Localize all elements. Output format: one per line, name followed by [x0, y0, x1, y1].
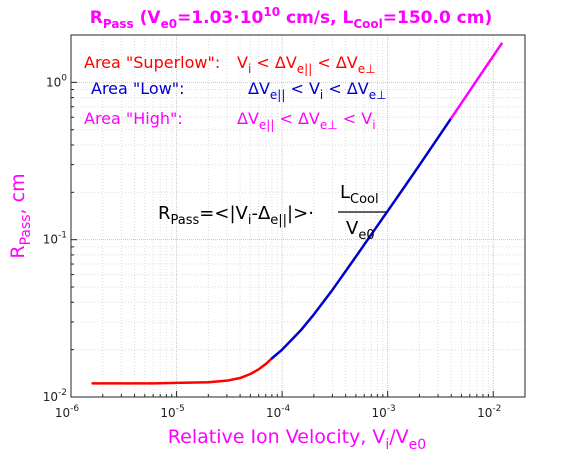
legend-superlow-label: Area "Superlow":	[84, 53, 220, 72]
x-tick-label: 10-2	[477, 404, 501, 420]
legend-low-label: Area "Low":	[91, 79, 185, 98]
x-tick-label: 10-3	[372, 404, 396, 420]
x-tick-label: 10-5	[160, 404, 184, 420]
x-tick-labels: 10-6 10-5 10-4 10-3 10-2	[55, 404, 501, 420]
x-tick-label: 10-4	[266, 404, 291, 420]
y-tick-labels: 10-2 10-1 100	[43, 73, 68, 404]
legend-high-condition: ΔVe|| < ΔVe⊥ < Vi	[237, 109, 376, 132]
y-tick-label: 100	[46, 73, 67, 89]
series-line-superlow	[91, 357, 274, 385]
plot-frame	[70, 34, 526, 398]
legend-low-condition: ΔVe|| < Vi < ΔVe⊥	[248, 79, 387, 102]
y-axis-label: RPass, cm	[7, 173, 34, 258]
formula-lhs: RPass=<|Vi-Δe|||>·	[158, 203, 314, 228]
y-tick-label: 10-2	[43, 388, 67, 404]
series-line-low	[270, 116, 453, 360]
formula: RPass=<|Vi-Δe|||>· LCool Ve0	[158, 182, 386, 243]
legend-superlow-condition: Vi < ΔVe|| < ΔVe⊥	[237, 53, 376, 76]
y-tick-label: 10-1	[43, 231, 67, 247]
chart-title: RPass (Ve0=1.03·1010 cm/s, LCool=150.0 c…	[90, 5, 493, 31]
formula-numerator: LCool	[340, 182, 379, 207]
plot-area	[71, 35, 525, 397]
legend-high: Area "High": ΔVe|| < ΔVe⊥ < Vi	[84, 109, 376, 132]
legend-superlow: Area "Superlow": Vi < ΔVe|| < ΔVe⊥	[84, 53, 376, 76]
x-tick-label: 10-6	[55, 404, 80, 420]
formula-denominator: Ve0	[346, 218, 375, 243]
legend-high-label: Area "High":	[84, 109, 183, 128]
series-group	[91, 42, 503, 385]
x-axis-label: Relative Ion Velocity, Vi/Ve0	[168, 426, 426, 453]
series-line-high	[449, 42, 503, 120]
legend-low: Area "Low": ΔVe|| < Vi < ΔVe⊥	[91, 79, 387, 102]
